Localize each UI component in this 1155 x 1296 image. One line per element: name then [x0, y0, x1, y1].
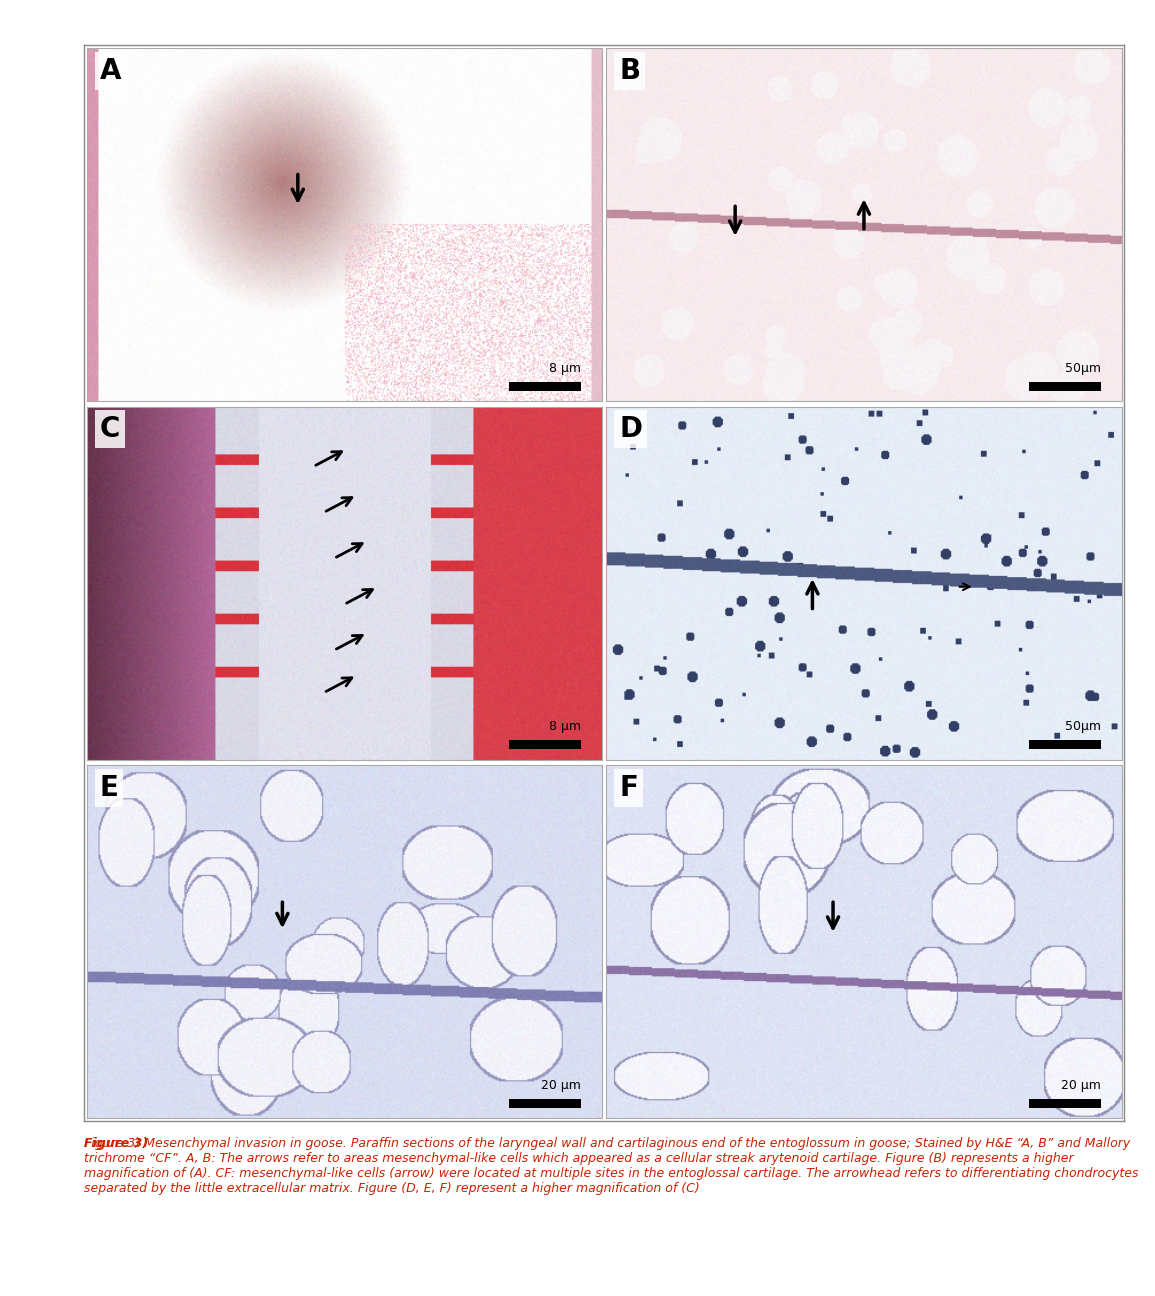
Bar: [1029, 382, 1101, 390]
Text: E: E: [99, 774, 118, 802]
Bar: [509, 1099, 581, 1108]
Text: Figure 3): Figure 3): [84, 1137, 149, 1150]
Text: 20 μm: 20 μm: [1061, 1080, 1101, 1093]
Text: 50μm: 50μm: [1065, 721, 1101, 734]
Text: 50μm: 50μm: [1065, 362, 1101, 375]
Text: F: F: [619, 774, 638, 802]
Bar: [509, 740, 581, 749]
Text: D: D: [619, 415, 642, 443]
Bar: [509, 382, 581, 390]
Text: 20 μm: 20 μm: [542, 1080, 581, 1093]
Text: 8 μm: 8 μm: [549, 362, 581, 375]
Bar: [1029, 1099, 1101, 1108]
Text: Figure 3) Mesenchymal invasion in goose. Paraffin sections of the laryngeal wall: Figure 3) Mesenchymal invasion in goose.…: [84, 1137, 1139, 1195]
Text: B: B: [619, 57, 640, 84]
Text: A: A: [99, 57, 121, 84]
Bar: [1029, 740, 1101, 749]
Text: C: C: [99, 415, 120, 443]
Text: 8 μm: 8 μm: [549, 721, 581, 734]
